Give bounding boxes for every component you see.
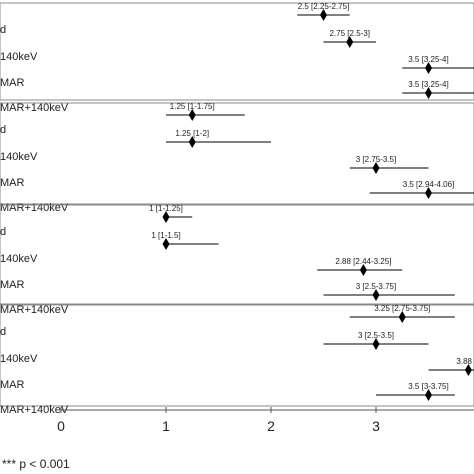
median-marker xyxy=(372,289,380,301)
median-marker xyxy=(320,9,327,21)
data-label: 3 [2.5-3.5] xyxy=(358,331,394,340)
row-label: MAR xyxy=(0,279,25,291)
median-marker xyxy=(372,338,380,350)
median-marker xyxy=(346,36,354,48)
median-marker xyxy=(425,87,432,99)
row-label: 140keV xyxy=(0,151,38,163)
row-label: MAR+140keV xyxy=(0,304,69,316)
data-label: 3.5 [2.94-4.06] xyxy=(403,180,455,189)
row-label: d xyxy=(0,124,6,136)
row-label: MAR xyxy=(0,379,25,391)
data-label: 1.25 [1-2] xyxy=(175,129,209,138)
median-marker xyxy=(188,109,196,121)
row-label: MAR xyxy=(0,77,25,89)
median-marker xyxy=(425,62,432,74)
data-label: 3.5 [3-3.75] xyxy=(408,382,448,391)
data-label: 2.5 [2.25-2.75] xyxy=(298,2,350,11)
group-box xyxy=(0,102,474,205)
group-box xyxy=(0,304,474,407)
median-marker xyxy=(398,311,406,323)
data-label: 2.88 [2.44-3.25] xyxy=(335,257,391,266)
row-label: MAR+140keV xyxy=(0,102,69,114)
data-label: 3.25 [2.75-3.75] xyxy=(374,304,430,313)
median-marker xyxy=(162,211,170,223)
row-label: d xyxy=(0,226,6,238)
median-marker xyxy=(188,136,196,148)
row-label: 140keV xyxy=(0,253,38,265)
median-marker xyxy=(425,389,432,401)
row-label: d xyxy=(0,24,6,36)
footnote: *** p < 0.001 xyxy=(2,457,70,471)
row-label: 140keV xyxy=(0,51,38,63)
median-marker xyxy=(464,364,472,376)
row-label: MAR xyxy=(0,177,25,189)
x-tick-label: 3 xyxy=(372,418,380,434)
x-tick-label: 0 xyxy=(57,418,65,434)
row-label: MAR+140keV xyxy=(0,404,69,416)
data-label: 3.5 [3.25-4] xyxy=(408,55,448,64)
row-label: MAR+140keV xyxy=(0,202,69,214)
group-box xyxy=(0,2,474,101)
data-label: 3.88 xyxy=(456,357,472,366)
data-label: 3.5 [3.25-4] xyxy=(408,80,448,89)
median-marker xyxy=(372,162,380,174)
x-tick-label: 1 xyxy=(162,418,170,434)
data-label: 1 [1-1.5] xyxy=(151,231,180,240)
data-label: 1 [1-1.25] xyxy=(149,204,183,213)
data-label: 3 [2.75-3.5] xyxy=(356,155,396,164)
data-label: 1.25 [1-1.75] xyxy=(170,102,215,111)
x-tick-label: 2 xyxy=(267,418,275,434)
median-marker xyxy=(162,238,170,250)
row-label: d xyxy=(0,326,6,338)
data-label: 2.75 [2.5-3] xyxy=(330,29,370,38)
data-label: 3 [2.5-3.75] xyxy=(356,282,396,291)
group-box xyxy=(0,204,474,305)
median-marker xyxy=(359,264,367,276)
row-label: 140keV xyxy=(0,353,38,365)
median-marker xyxy=(425,187,432,199)
